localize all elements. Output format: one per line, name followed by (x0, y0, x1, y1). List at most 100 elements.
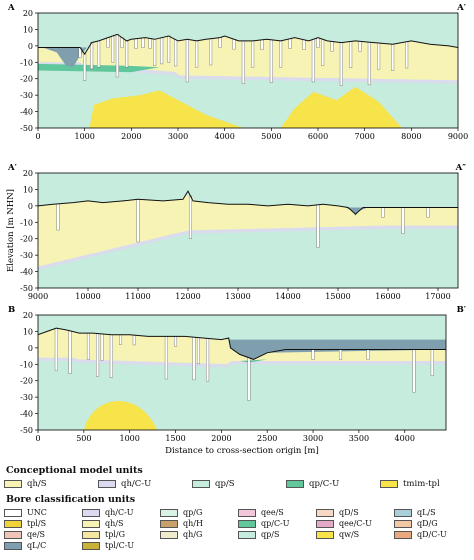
bore-column (316, 204, 320, 248)
x-tick-label: 17000 (425, 292, 450, 301)
x-tick-label: 11000 (125, 292, 150, 301)
y-tick-label: -10 (20, 218, 33, 227)
x-tick-label: 0 (35, 434, 40, 443)
bore-legend-item: qee/S (238, 508, 314, 517)
bore-column (206, 338, 210, 382)
bore-legend-item: qh/H (160, 519, 236, 528)
axes-frame (37, 12, 459, 129)
x-tick-label: 3500 (349, 434, 369, 443)
bore-column (111, 35, 115, 63)
x-tick-label: 8000 (401, 132, 421, 141)
bore-legend-label: tpl/G (105, 530, 125, 539)
bore-column (134, 38, 138, 49)
y-tick-label: 10 (23, 327, 33, 336)
model-legend-label: qp/S (215, 479, 235, 489)
bore-legend-swatch (4, 508, 22, 517)
model-legend-swatch (4, 480, 22, 488)
panel-2: 9000 10000 11000 12000 13000 14000 15000 16000 1… (6, 163, 466, 301)
bore-column (316, 37, 320, 48)
cross-section-figure: 0 1000 2000 3000 4000 5000 6000 7000 8000 9000201… (6, 3, 468, 456)
model-legend-item: qp/S (192, 479, 282, 489)
section-start-label: B (8, 305, 15, 315)
bore-column (381, 207, 385, 218)
bore-column (339, 42, 343, 86)
bore-legend-item: qp/G (160, 508, 236, 517)
bore-legend-label: qD/C-U (417, 530, 447, 539)
bore-column (164, 336, 168, 380)
model-legend-label: qp/C-U (309, 479, 340, 489)
bore-column (412, 349, 416, 393)
y-tick-label: -20 (20, 75, 33, 84)
bore-legend-swatch (316, 530, 334, 539)
bore-column (83, 53, 87, 81)
y-tick-label: 10 (23, 185, 33, 194)
bore-column (330, 41, 334, 52)
layer-tmim-tpl (89, 90, 244, 128)
x-tick-label: 4000 (214, 132, 234, 141)
bore-column (56, 203, 60, 231)
bore-legend: UNC qh/C-U qp/G qee/S qD/S qL/S tpl/S qh/S qh/H q… (4, 508, 470, 550)
bore-column (120, 37, 124, 48)
bore-column (119, 334, 123, 345)
model-legend-swatch (286, 480, 304, 488)
bore-column (321, 39, 325, 66)
bore-legend-title: Bore classification units (6, 494, 136, 505)
bore-legend-label: qp/C-U (261, 519, 290, 528)
y-tick-label: -20 (20, 377, 33, 386)
bore-column (269, 39, 273, 83)
axes-frame (37, 314, 447, 431)
x-tick-label: 1000 (120, 434, 140, 443)
bore-legend-item: qD/C-U (394, 530, 470, 539)
panel-body (38, 13, 458, 128)
bore-column (241, 40, 245, 84)
bore-legend-item: qD/S (316, 508, 392, 517)
bore-legend-swatch (82, 519, 100, 528)
bore-column (109, 334, 113, 378)
bore-column (247, 357, 251, 401)
section-end-label: A′ (456, 3, 467, 13)
bore-column (132, 334, 136, 346)
section-start-label: A′ (7, 163, 18, 173)
bore-column (185, 39, 189, 83)
x-tick-label: 1500 (165, 434, 185, 443)
water-body (345, 207, 368, 216)
section-end-label: A″ (455, 163, 467, 173)
bore-legend-swatch (394, 519, 412, 528)
bore-legend-swatch (238, 508, 256, 517)
panel-body (38, 315, 446, 430)
bore-column (232, 39, 236, 50)
panel-body (38, 173, 458, 288)
x-tick-label: 9000 (28, 292, 48, 301)
bore-legend-label: qw/S (339, 530, 360, 539)
bore-legend-swatch (160, 519, 178, 528)
x-tick-label: 3000 (303, 434, 323, 443)
x-tick-label: 5000 (261, 132, 281, 141)
bore-column (174, 336, 178, 347)
layer-tmim-tpl (83, 401, 158, 430)
y-tick-label: -30 (20, 251, 33, 260)
y-tick-label: 0 (28, 344, 33, 353)
bore-legend-swatch (82, 508, 100, 517)
terrain-line (38, 33, 458, 56)
bore-column (209, 38, 213, 66)
x-tick-label: 2500 (257, 434, 277, 443)
bore-legend-label: qL/C (27, 541, 47, 550)
bore-legend-label: qee/S (261, 508, 284, 517)
model-legend-swatch (98, 480, 116, 488)
water-body (42, 47, 87, 68)
bore-legend-item: qee/C-U (316, 519, 392, 528)
bore-legend-item: qw/S (316, 530, 392, 539)
bore-legend-item: tpl/G (82, 530, 158, 539)
x-tick-label: 1000 (74, 132, 94, 141)
model-legend-label: tmim-tpl (403, 479, 440, 489)
bore-legend-item: qh/G (160, 530, 236, 539)
x-tick-label: 6000 (308, 132, 328, 141)
bore-legend-item: qp/C-U (238, 519, 314, 528)
bore-column (106, 37, 110, 48)
bore-legend-item: qh/C-U (82, 508, 158, 517)
bore-legend-swatch (4, 519, 22, 528)
bore-legend-item: qp/S (238, 530, 314, 539)
model-legend-label: qh/S (27, 479, 47, 489)
bore-legend-label: qh/C-U (105, 508, 134, 517)
bore-legend-swatch (316, 519, 334, 528)
